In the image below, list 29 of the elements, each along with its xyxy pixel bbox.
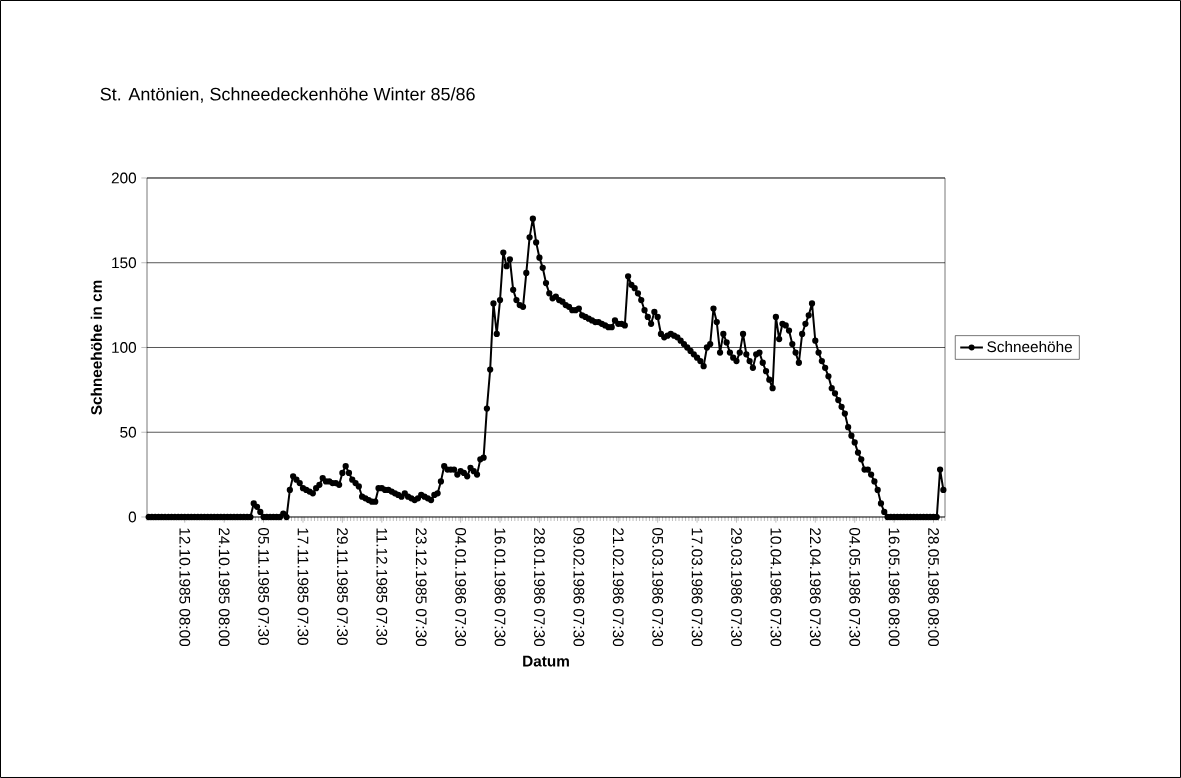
x-tick-label: 17.03.1986 07:30 (691, 528, 703, 647)
y-axis-title: Schneehöhe in cm (90, 280, 102, 415)
x-tick-label: 10.04.1986 07:30 (770, 528, 782, 647)
x-tick-label: 23.12.1985 07:30 (415, 528, 427, 647)
legend-label: Schneehöhe (987, 340, 1072, 353)
x-tick-label: 29.03.1986 07:30 (731, 528, 742, 647)
x-tick-label: 12.10.1985 08:00 (179, 528, 191, 647)
y-tick-label: 200 (111, 172, 137, 184)
x-tick-label: 16.05.1986 08:00 (888, 528, 900, 647)
x-tick-label: 16.01.1986 07:30 (494, 528, 506, 647)
x-tick-label: 28.01.1986 07:30 (534, 528, 545, 647)
x-tick-label: 11.12.1985 07:30 (376, 528, 388, 645)
x-tick-label: 22.04.1986 07:30 (809, 528, 821, 647)
x-tick-label: 28.05.1986 08:00 (928, 528, 939, 647)
x-tick-label: 21.02.1986 07:30 (612, 528, 624, 647)
x-tick-label: 24.10.1985 08:00 (218, 528, 230, 647)
x-axis-title: Datum (523, 655, 569, 667)
x-tick-label: 04.01.1986 07:30 (455, 527, 467, 647)
y-tick-label: 100 (112, 342, 137, 353)
x-tick-label: 05.11.1985 07:30 (258, 527, 270, 645)
x-tick-label: 04.05.1986 07:30 (849, 527, 861, 647)
y-tick-label: 0 (128, 511, 137, 523)
y-tick-label: 50 (120, 426, 137, 438)
x-tick-label: 17.11.1985 07:30 (297, 528, 309, 645)
chart-title: St. Antönien, Schneedeckenhöhe Winter 85/86 (100, 87, 475, 103)
x-tick-label: 05.03.1986 07:30 (652, 527, 664, 647)
x-tick-label: 29.11.1985 07:30 (336, 528, 348, 645)
y-tick-label: 150 (112, 257, 137, 269)
x-tick-label: 09.02.1986 07:30 (573, 527, 585, 647)
